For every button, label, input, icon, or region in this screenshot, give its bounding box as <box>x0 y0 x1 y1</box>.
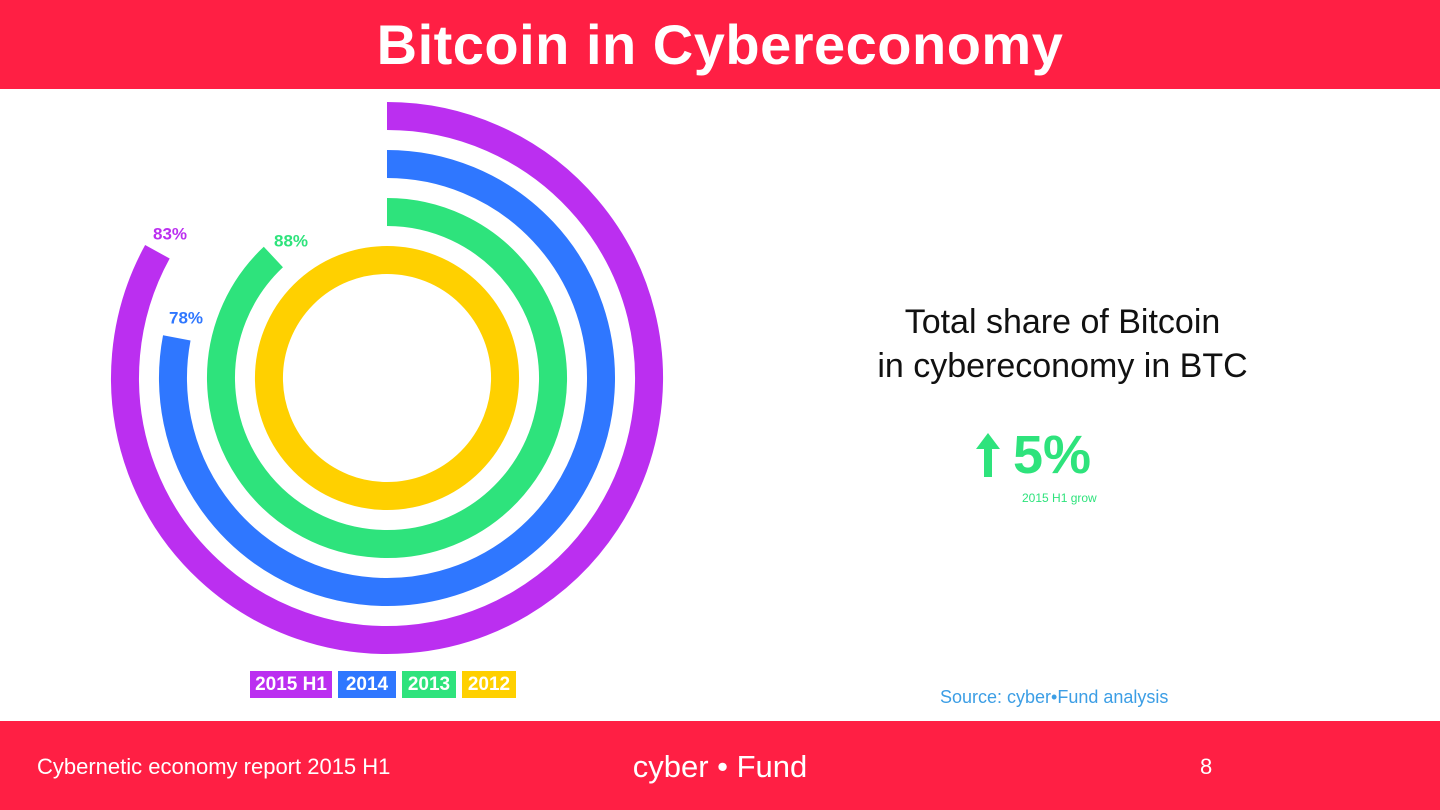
ring-arc-2015-h1 <box>111 102 663 654</box>
radial-bar-chart: 83% 78% 88% <box>111 102 663 654</box>
report-name: Cybernetic economy report 2015 H1 <box>37 754 391 779</box>
chart-legend: 2015 H1 2014 2013 2012 <box>250 671 516 698</box>
source-note: Source: cyber•Fund analysis <box>940 687 1169 707</box>
growth-value: 5% <box>1013 425 1092 485</box>
share-title-line-1: Total share of Bitcoin <box>904 303 1221 341</box>
ring-value-label-2014: 78% <box>169 308 203 327</box>
footer-bar: Cybernetic economy report 2015 H1 cyber … <box>0 721 1440 810</box>
growth-caption: 2015 H1 grow <box>1022 491 1097 505</box>
brand-logo-text: cyber • Fund <box>632 749 808 784</box>
ring-arc-2012 <box>255 246 519 511</box>
legend-item-2015-h1: 2015 H1 <box>250 671 332 698</box>
ring-value-label-2015-h1: 83% <box>153 224 187 243</box>
ring-arc-2014 <box>159 150 615 606</box>
ring-arc-2013 <box>207 198 567 558</box>
page-title: Bitcoin in Cybereconomy <box>376 13 1064 76</box>
share-title-line-2: in cybereconomy in BTC <box>877 347 1248 385</box>
page-number: 8 <box>1200 754 1213 779</box>
legend-item-2012: 2012 <box>462 671 516 698</box>
growth-stat: 5% <box>975 425 1091 485</box>
share-panel: Total share of Bitcoin in cybereconomy i… <box>840 300 1285 388</box>
legend-item-2013: 2013 <box>402 671 456 698</box>
title-bar: Bitcoin in Cybereconomy <box>0 0 1440 89</box>
arrow-up-icon <box>976 433 1000 477</box>
ring-value-label-2013: 88% <box>274 231 308 250</box>
legend-item-2014: 2014 <box>338 671 396 698</box>
